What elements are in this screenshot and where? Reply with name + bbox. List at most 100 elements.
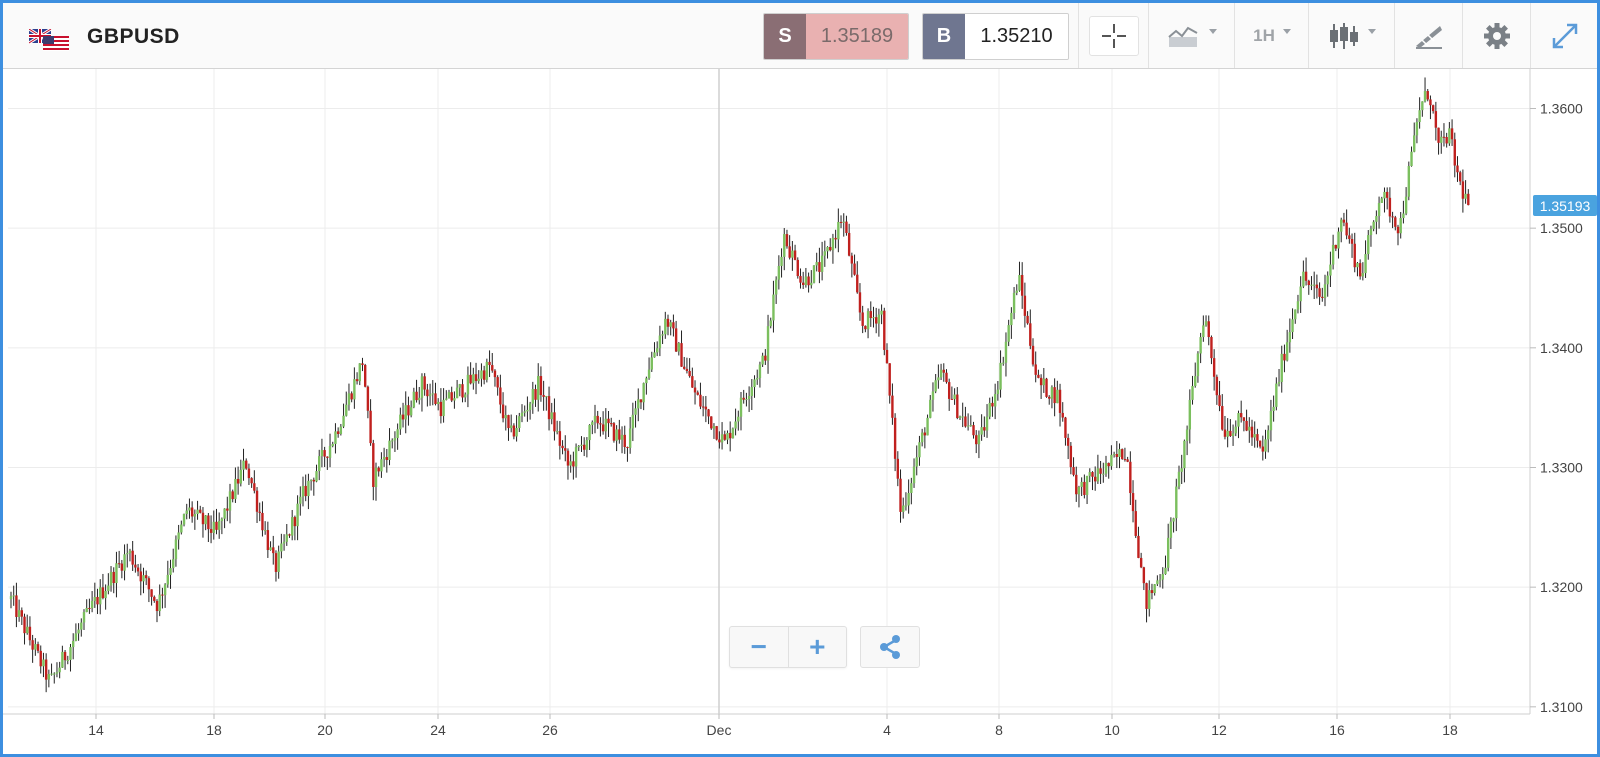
candle-up <box>442 399 445 417</box>
candle-up <box>1042 378 1046 386</box>
candle-down <box>623 434 626 447</box>
candle-up <box>550 412 553 420</box>
candle-down <box>696 392 699 395</box>
candle-up <box>1085 475 1089 495</box>
candle-up <box>169 568 172 575</box>
candle-down <box>923 432 927 436</box>
candle-up <box>239 469 243 484</box>
candle-up <box>301 485 305 497</box>
candle-down <box>1053 387 1056 404</box>
buy-button[interactable]: B 1.35210 <box>922 13 1069 60</box>
candle-down <box>496 377 499 388</box>
candle-up <box>980 427 983 435</box>
candle-up <box>1110 454 1113 467</box>
candle-down <box>131 550 134 565</box>
drawing-tools-button[interactable] <box>1394 3 1463 68</box>
fullscreen-button[interactable] <box>1530 3 1598 68</box>
candle-down <box>1304 271 1308 281</box>
candle-down <box>350 393 353 400</box>
candle-down <box>582 444 586 450</box>
chart-type-dropdown[interactable] <box>1148 3 1235 68</box>
candle-up <box>1166 537 1170 568</box>
candle-down <box>385 457 389 461</box>
candle-down <box>245 460 248 469</box>
candle-up <box>1226 430 1229 437</box>
candle-down <box>850 255 854 264</box>
candle-up <box>142 575 145 582</box>
candle-down <box>885 349 889 364</box>
x-tick-label: 18 <box>206 722 222 738</box>
candle-down <box>136 567 140 572</box>
candle-down <box>1334 244 1338 249</box>
candle-up <box>1375 216 1378 222</box>
candle-up <box>309 479 313 481</box>
candle-up <box>642 383 645 403</box>
interval-dropdown[interactable]: 1H <box>1234 3 1309 68</box>
candle-up <box>282 541 286 544</box>
candle-up <box>520 412 524 417</box>
candle-up <box>307 480 310 497</box>
candle-up <box>804 276 808 285</box>
candle-up <box>518 416 521 429</box>
candle-up <box>1050 387 1054 399</box>
candle-down <box>1123 458 1127 460</box>
candle-down <box>893 417 897 459</box>
y-tick-label: 1.3600 <box>1540 100 1583 116</box>
candle-up <box>720 434 724 443</box>
zoom-controls: − + <box>729 626 847 668</box>
candle-up <box>999 362 1002 390</box>
candle-up <box>280 543 283 552</box>
candle-up <box>1337 231 1340 249</box>
candle-down <box>512 425 516 437</box>
candle-up <box>1007 325 1010 342</box>
candle-down <box>426 389 429 397</box>
candle-down <box>1083 481 1086 495</box>
candle-down <box>626 446 629 448</box>
candle-up <box>958 416 962 418</box>
candle-up <box>745 399 748 401</box>
candle-down <box>323 450 326 457</box>
candlestick-dropdown[interactable] <box>1308 3 1395 68</box>
zoom-in-button[interactable]: + <box>787 627 847 667</box>
candle-up <box>485 361 489 380</box>
settings-button[interactable] <box>1462 3 1531 68</box>
candle-down <box>501 404 505 419</box>
candle-down <box>834 237 837 240</box>
candle-up <box>791 250 794 258</box>
candle-down <box>1215 376 1219 396</box>
candle-up <box>1367 235 1370 255</box>
crosshair-button[interactable] <box>1089 15 1139 56</box>
candle-up <box>182 514 186 525</box>
candle-up <box>185 510 188 515</box>
candle-up <box>234 478 237 500</box>
candle-down <box>236 478 240 484</box>
candle-down <box>883 310 886 350</box>
candle-up <box>320 450 324 457</box>
candle-down <box>596 415 599 424</box>
candle-down <box>258 511 261 513</box>
candle-up <box>1012 292 1016 313</box>
sell-button[interactable]: S 1.35189 <box>763 13 909 60</box>
candle-up <box>269 547 272 551</box>
x-tick-label: 12 <box>1211 722 1227 738</box>
candle-up <box>1380 198 1383 203</box>
candle-up <box>339 426 343 434</box>
crosshair-tool[interactable] <box>1078 3 1149 68</box>
share-button[interactable] <box>860 626 920 668</box>
candle-up <box>188 507 191 511</box>
candle-up <box>910 483 913 494</box>
candle-down <box>1115 454 1119 457</box>
candle-down <box>856 274 859 293</box>
candle-up <box>1102 473 1105 475</box>
zoom-out-button[interactable]: − <box>750 631 767 662</box>
candle-up <box>769 320 772 327</box>
candle-down <box>461 384 464 398</box>
candle-up <box>753 379 756 388</box>
candle-down <box>618 429 621 440</box>
candle-up <box>774 279 778 295</box>
candle-up <box>528 403 532 410</box>
candle-down <box>847 232 851 256</box>
candle-down <box>534 389 537 400</box>
candle-down <box>1283 353 1286 361</box>
